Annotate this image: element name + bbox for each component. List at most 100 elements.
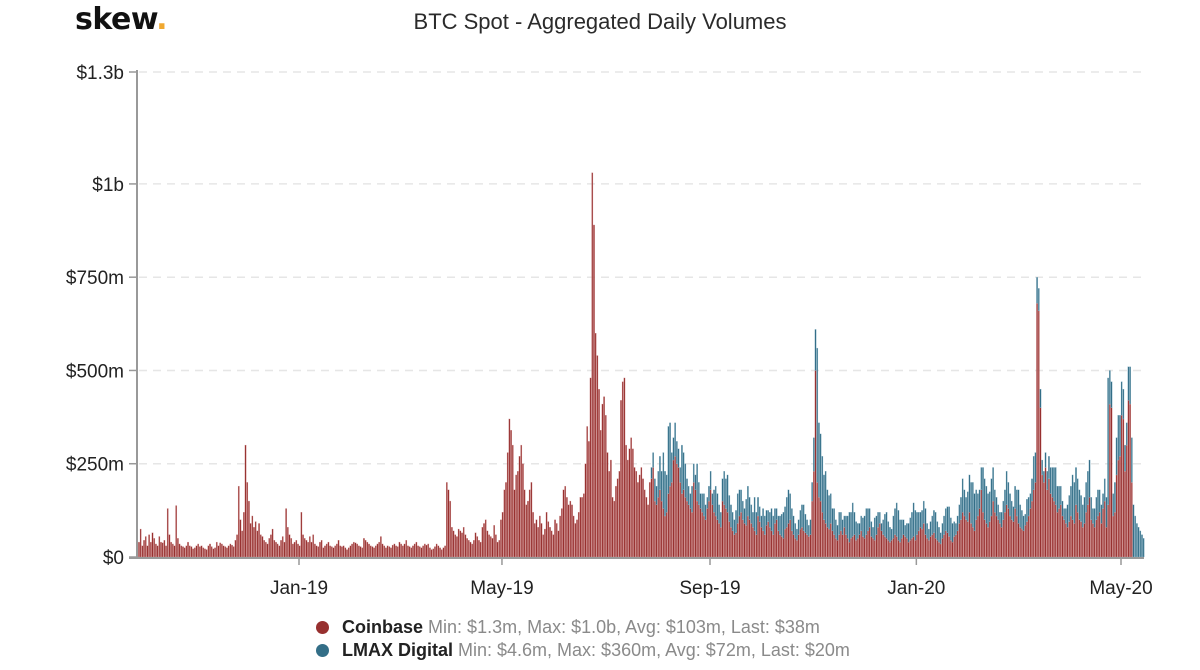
bar-coinbase (1097, 515, 1099, 558)
bar-lmax (1014, 485, 1016, 509)
bar-lmax (703, 493, 705, 517)
legend-item-coinbase[interactable]: Coinbase Min: $1.3m, Max: $1.0b, Avg: $1… (316, 616, 850, 639)
bar-coinbase (659, 489, 661, 558)
bar-coinbase (963, 515, 966, 558)
bar-lmax (999, 512, 1001, 524)
bar-lmax (1134, 515, 1137, 558)
bar-lmax (1009, 493, 1011, 517)
bar-lmax (960, 497, 962, 520)
bar-coinbase (713, 512, 715, 558)
bar-lmax (1139, 530, 1142, 558)
bar-coinbase (315, 545, 318, 558)
bar-coinbase (265, 541, 267, 558)
bar-coinbase (479, 541, 482, 558)
bar-coinbase (207, 545, 210, 558)
bar-coinbase (525, 504, 528, 558)
bar-coinbase (1039, 407, 1042, 558)
bar-lmax (760, 515, 763, 528)
bar-coinbase (1009, 515, 1011, 558)
bar-coinbase (875, 534, 878, 558)
bar-lmax (1075, 467, 1077, 505)
bar-lmax (701, 493, 704, 513)
bar-lmax (733, 519, 736, 535)
bar-coinbase (496, 541, 499, 558)
bar-lmax (662, 452, 665, 509)
bar-coinbase (731, 530, 734, 558)
bar-lmax (765, 510, 768, 526)
bar-coinbase (420, 547, 423, 558)
bar-coinbase (635, 471, 638, 558)
bar-coinbase (1024, 525, 1027, 558)
bar-coinbase (572, 515, 575, 558)
bar-coinbase (785, 527, 788, 558)
bar-coinbase (877, 527, 879, 558)
bar-lmax (865, 508, 868, 535)
bar-coinbase (356, 543, 359, 558)
bar-lmax (858, 523, 861, 535)
bar-coinbase (1117, 459, 1120, 558)
bar-lmax (850, 512, 852, 539)
bar-coinbase (334, 545, 337, 558)
bar-coinbase (1026, 521, 1028, 558)
bar-coinbase (926, 538, 928, 558)
bar-coinbase (1127, 400, 1130, 558)
bar-coinbase (263, 540, 265, 558)
bar-coinbase (1041, 474, 1044, 558)
lmax-bars (650, 277, 1145, 558)
bar-coinbase (794, 538, 797, 558)
bar-coinbase (550, 530, 553, 558)
bar-coinbase (241, 530, 243, 558)
bar-lmax (982, 467, 984, 513)
bar-lmax (725, 478, 727, 509)
bar-coinbase (577, 512, 580, 558)
bar-coinbase (977, 515, 979, 558)
bar-coinbase (828, 528, 830, 558)
bar-lmax (1127, 366, 1130, 401)
bar-coinbase (287, 527, 289, 558)
x-tick-label: Jan-19 (270, 578, 328, 599)
bar-coinbase (1087, 504, 1089, 558)
bar-coinbase (246, 482, 249, 558)
bar-coinbase (374, 545, 377, 558)
bar-coinbase (807, 536, 810, 558)
bar-coinbase (809, 534, 812, 558)
bar-coinbase (914, 540, 917, 558)
bar-coinbase (376, 543, 379, 558)
bar-coinbase (699, 508, 702, 558)
bar-lmax (1141, 534, 1143, 558)
bar-coinbase (506, 452, 509, 558)
bar-coinbase (261, 536, 264, 558)
bar-lmax (655, 485, 658, 505)
bar-coinbase (520, 444, 523, 558)
bar-coinbase (1058, 508, 1060, 558)
bar-coinbase (780, 536, 783, 558)
bar-lmax (1007, 482, 1010, 509)
bar-coinbase (752, 527, 754, 558)
x-axis-ticks: Jan-19 May-19 Sep-19 Jan-20 May-20 (270, 558, 1153, 599)
bar-lmax (777, 515, 780, 532)
legend-item-lmax[interactable]: LMAX Digital Min: $4.6m, Max: $360m, Avg… (316, 639, 850, 662)
bar-coinbase (495, 534, 497, 558)
bar-coinbase (1066, 527, 1069, 558)
bar-coinbase (1070, 515, 1072, 558)
bar-coinbase (1088, 497, 1091, 558)
bar-lmax (889, 527, 891, 543)
bar-coinbase (698, 504, 700, 558)
bar-coinbase (290, 538, 293, 558)
bar-coinbase (513, 489, 516, 558)
bar-coinbase (851, 536, 854, 558)
bar-lmax (1058, 485, 1060, 509)
bar-coinbase (322, 547, 325, 558)
bar-coinbase (606, 452, 609, 558)
bar-coinbase (385, 547, 387, 558)
bar-lmax (704, 504, 707, 520)
bar-coinbase (271, 528, 274, 558)
bar-coinbase (654, 500, 656, 558)
bar-lmax (916, 512, 918, 535)
bar-coinbase (939, 543, 942, 558)
bar-coinbase (243, 512, 245, 558)
bar-lmax (970, 482, 972, 524)
bar-coinbase (297, 543, 299, 558)
bar-coinbase (966, 521, 969, 558)
x-tick-label: May-20 (1089, 578, 1152, 599)
